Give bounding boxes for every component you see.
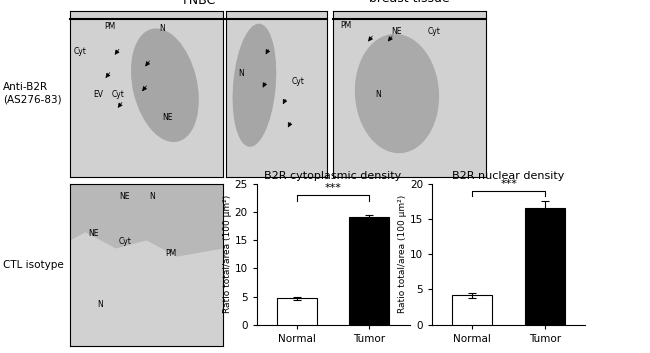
Text: PM: PM: [165, 249, 176, 257]
Y-axis label: Ratio total/area (100 μm²): Ratio total/area (100 μm²): [223, 195, 231, 313]
Text: N: N: [150, 192, 155, 201]
Text: Normal
breast tissue: Normal breast tissue: [369, 0, 450, 5]
Text: EV: EV: [93, 90, 103, 99]
Ellipse shape: [355, 34, 439, 153]
Text: NE: NE: [162, 113, 172, 122]
Text: NE: NE: [119, 192, 129, 201]
Y-axis label: Ratio total/area (100 μm²): Ratio total/area (100 μm²): [398, 195, 407, 313]
Text: Cyt: Cyt: [292, 77, 305, 86]
Text: NE: NE: [391, 27, 401, 36]
Ellipse shape: [233, 24, 276, 147]
Bar: [452, 295, 492, 325]
Text: ***: ***: [500, 179, 517, 189]
Text: NE: NE: [88, 229, 99, 238]
Bar: [525, 208, 565, 325]
Text: PM: PM: [104, 22, 115, 31]
Text: Cyt: Cyt: [119, 237, 132, 246]
Text: Cyt: Cyt: [73, 47, 86, 56]
Title: B2R cytoplasmic density: B2R cytoplasmic density: [265, 172, 402, 181]
Text: TNBC: TNBC: [181, 0, 216, 7]
Bar: [350, 217, 389, 325]
Text: Anti-B2R
(AS276-83): Anti-B2R (AS276-83): [3, 82, 62, 105]
Text: Cyt: Cyt: [428, 27, 441, 36]
Text: N: N: [98, 300, 103, 310]
Text: ***: ***: [325, 183, 341, 193]
Ellipse shape: [131, 29, 199, 142]
Bar: [277, 298, 317, 325]
Polygon shape: [70, 184, 223, 257]
Text: PM: PM: [341, 20, 352, 30]
Text: N: N: [376, 90, 382, 99]
Text: N: N: [159, 24, 164, 33]
Text: CTL isotype: CTL isotype: [3, 260, 64, 270]
Text: N: N: [239, 68, 244, 78]
Title: B2R nuclear density: B2R nuclear density: [452, 172, 565, 181]
Text: Cyt: Cyt: [111, 90, 124, 99]
